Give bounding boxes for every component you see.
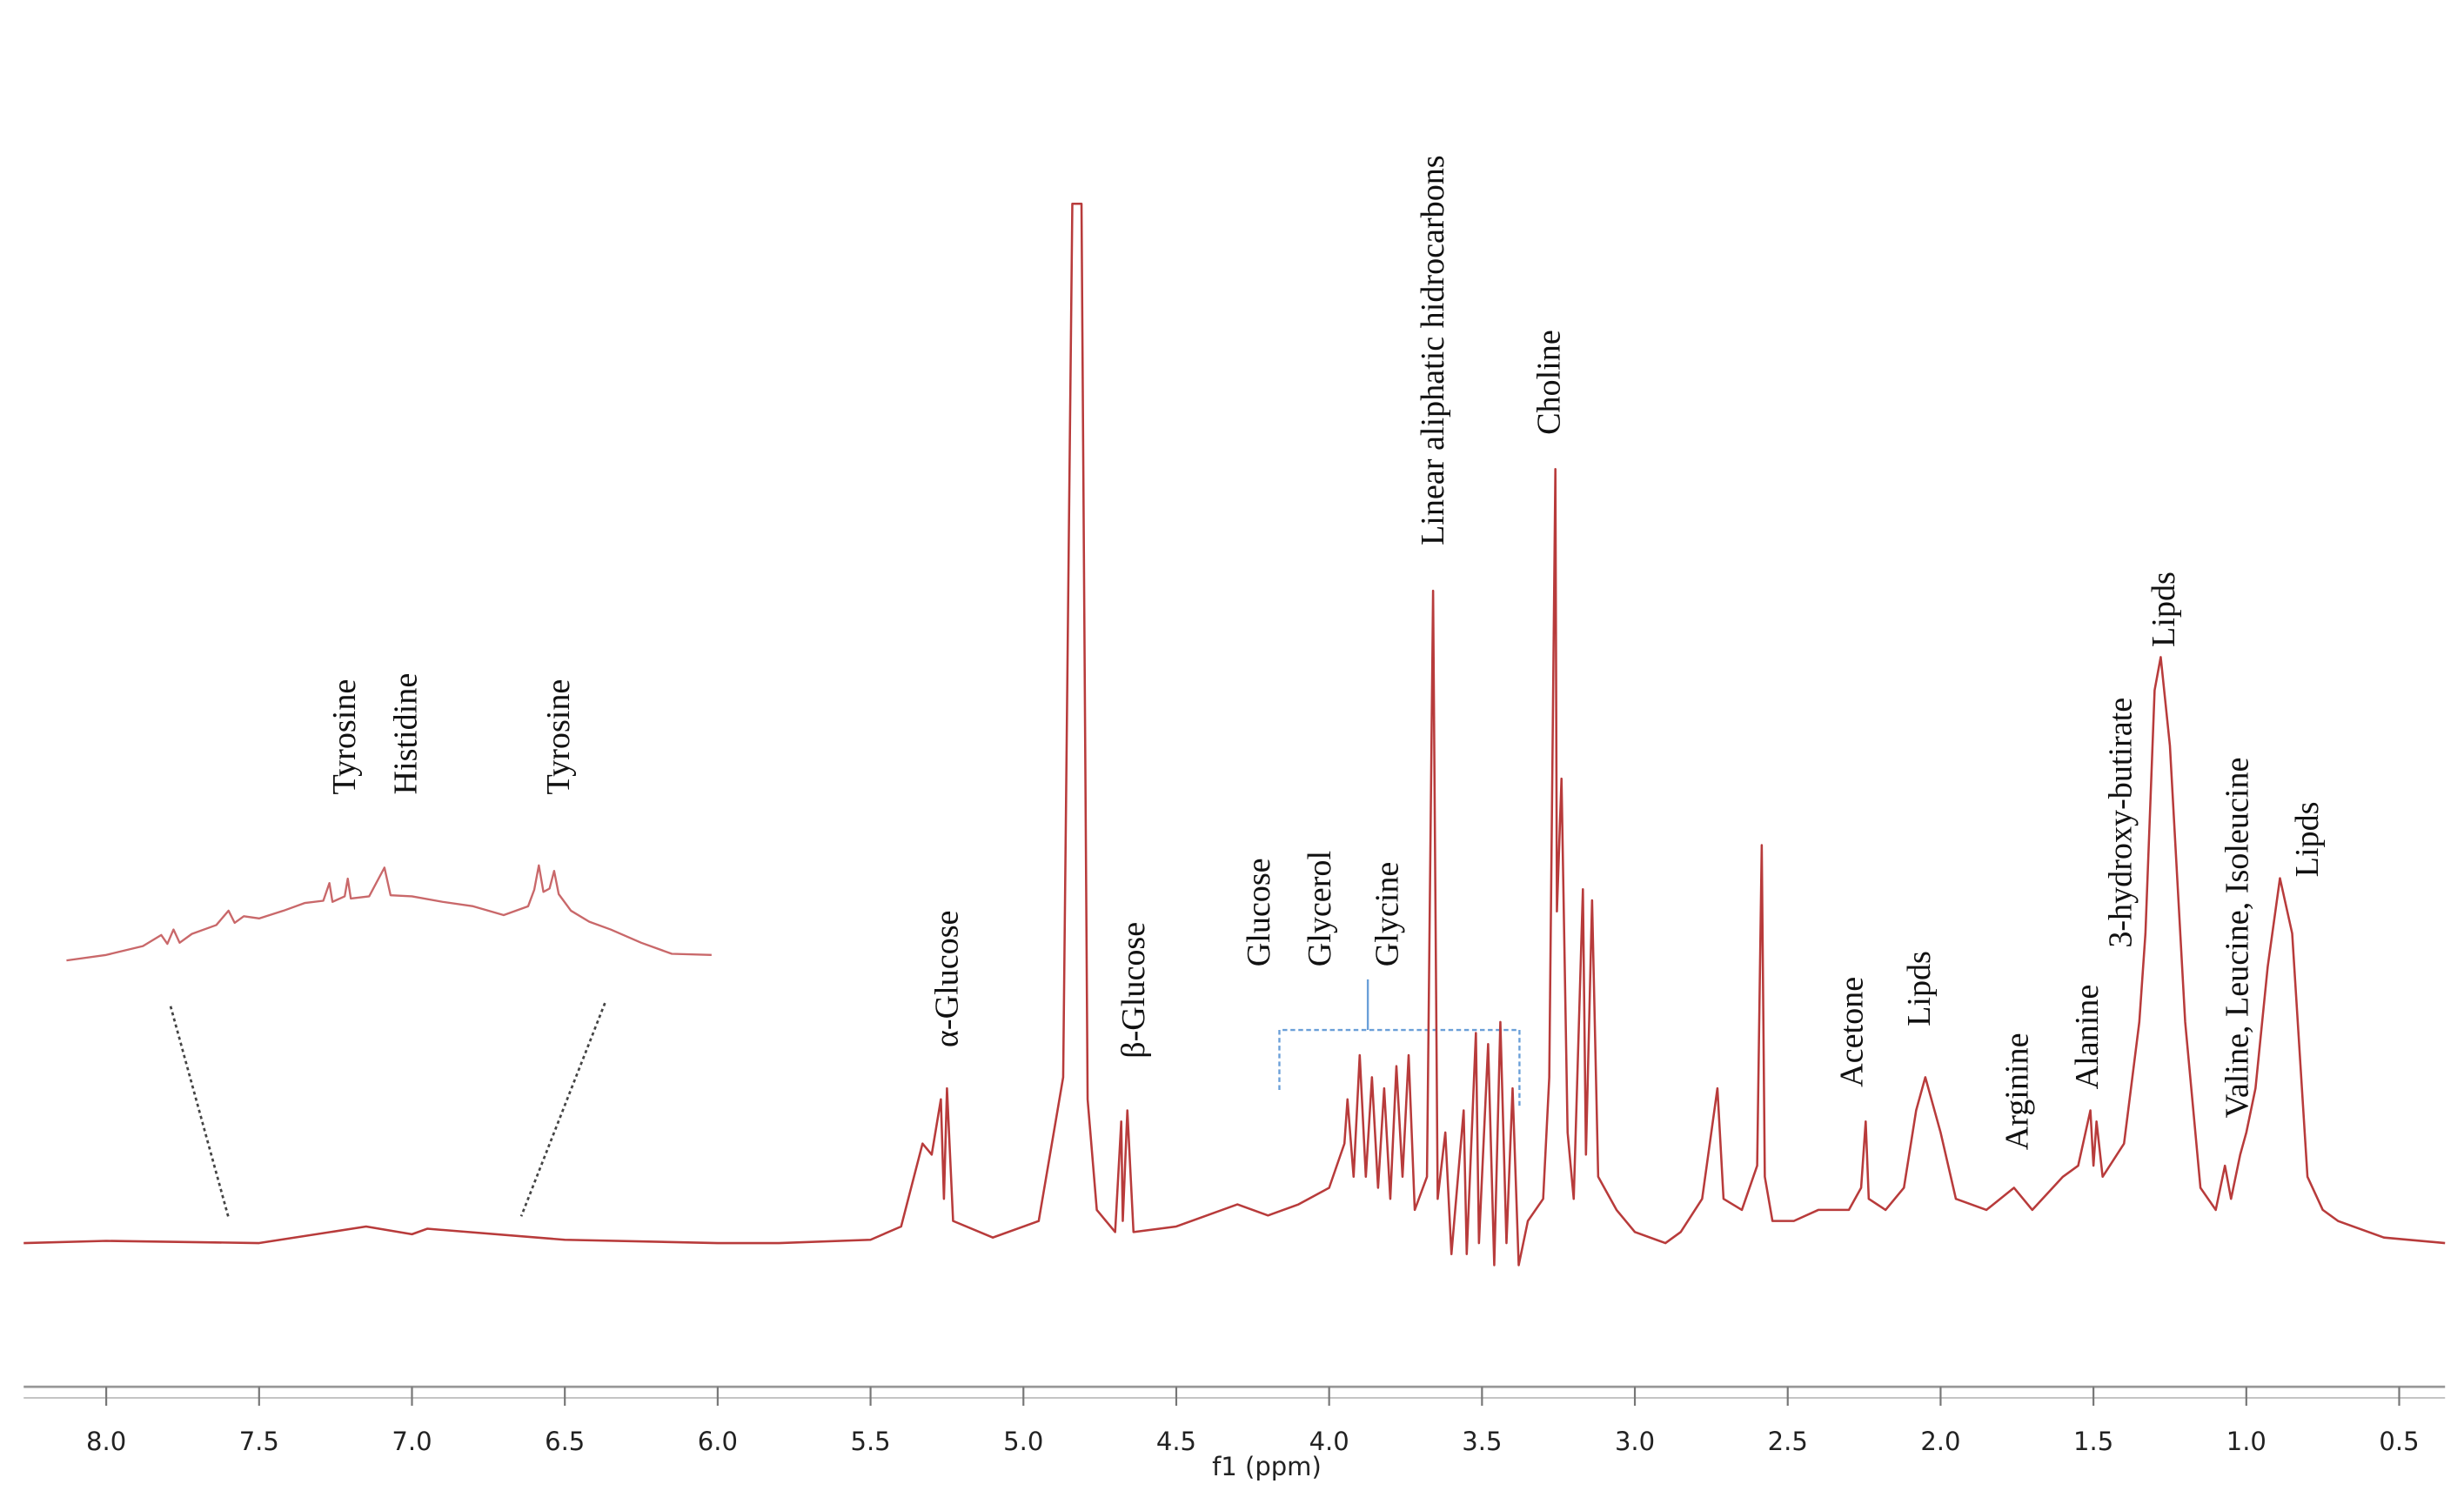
- x-axis-label: f1 (ppm): [1212, 1452, 1322, 1481]
- peak-label: Tyrosine: [326, 679, 363, 795]
- peak-label: Glucose: [1241, 858, 1277, 966]
- connector: [169, 1006, 231, 1220]
- peak-label: Lipds: [1901, 951, 1938, 1026]
- x-tick-label: 5.0: [1003, 1427, 1043, 1456]
- x-tick-label: 5.5: [850, 1427, 890, 1456]
- inset-line: [66, 864, 712, 962]
- peak-label: α-Glucose: [928, 911, 965, 1048]
- peak-label: 3-hydroxy-butirate: [2103, 698, 2139, 948]
- peak-label: Linear aliphatic hidrocarbons: [1415, 155, 1451, 545]
- peak-label: Lipds: [2146, 572, 2182, 647]
- peak-label: β-Glucose: [1115, 922, 1152, 1059]
- x-tick-label: 4.5: [1156, 1427, 1196, 1456]
- peak-label: Glycine: [1369, 862, 1405, 967]
- x-tick-label: 8.0: [86, 1427, 126, 1456]
- bracket: [1278, 979, 1521, 1106]
- peak-label: Alanine: [2069, 985, 2106, 1090]
- connector: [519, 1002, 606, 1217]
- x-tick-label: 3.0: [1615, 1427, 1655, 1456]
- x-tick-label: 6.0: [698, 1427, 738, 1456]
- peak-label: Valine, Leucine, Isoleucine: [2219, 758, 2255, 1119]
- x-tick-label: 2.0: [1920, 1427, 1960, 1456]
- peak-label: Glycerol: [1302, 851, 1338, 966]
- x-tick-label: 1.5: [2073, 1427, 2113, 1456]
- x-tick-label: 4.0: [1309, 1427, 1349, 1456]
- peak-label: Histidine: [387, 673, 424, 795]
- peak-label: Tyrosine: [540, 679, 577, 795]
- peak-label: Arginine: [1999, 1033, 2035, 1150]
- x-tick-label: 3.5: [1462, 1427, 1502, 1456]
- x-tick-label: 0.5: [2379, 1427, 2419, 1456]
- x-tick-label: 7.5: [239, 1427, 279, 1456]
- spectrum-line: [23, 202, 2446, 1267]
- peak-label: Acetone: [1834, 977, 1871, 1087]
- x-tick-label: 1.0: [2226, 1427, 2266, 1456]
- peak-label: Lipds: [2289, 802, 2326, 878]
- x-tick-label: 6.5: [545, 1427, 585, 1456]
- x-tick-label: 7.0: [392, 1427, 432, 1456]
- peak-label: Choline: [1531, 330, 1568, 435]
- x-tick-label: 2.5: [1768, 1427, 1808, 1456]
